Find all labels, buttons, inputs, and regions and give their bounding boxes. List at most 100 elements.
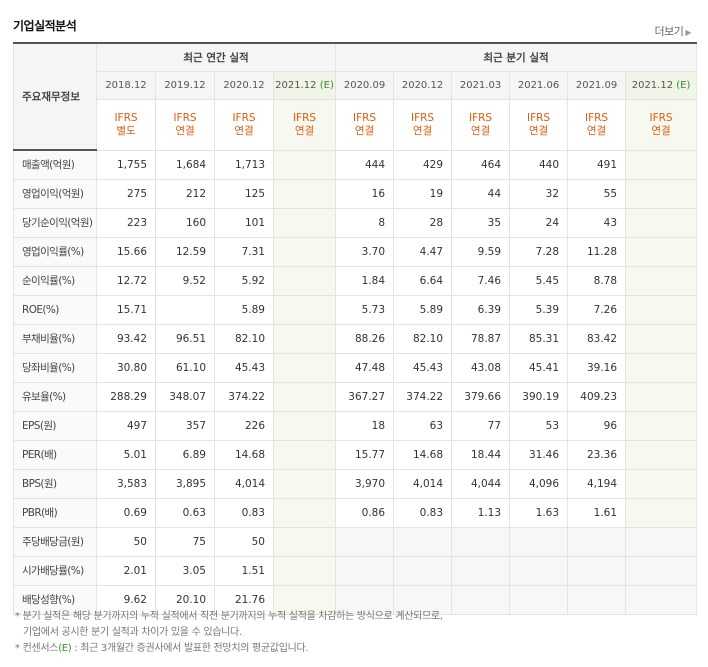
table-cell: 11.28	[567, 236, 627, 267]
row-label: 시가배당률(%)	[13, 555, 97, 586]
table-cell: 0.69	[96, 497, 156, 528]
table-row: BPS(원) 3,583 3,895 4,014 3,970 4,014 4,044 4,09…	[13, 468, 698, 499]
standard-scope: 연결	[586, 124, 607, 137]
period-header: 2021.06	[509, 70, 569, 100]
table-cell	[625, 323, 698, 354]
table-row: EPS(원) 497 357 226 18 63 77 53 96	[13, 410, 698, 441]
row-label: 당좌비율(%)	[13, 352, 97, 383]
table-cell: 96	[567, 410, 627, 441]
table-cell: 101	[214, 207, 274, 238]
chevron-right-icon: ▶	[685, 28, 691, 37]
table-cell: 5.39	[509, 294, 569, 325]
table-cell	[625, 352, 698, 383]
table-row: 주당배당금(원) 50 75 50	[13, 526, 698, 557]
accounting-standard: IFRS 연결	[567, 98, 627, 151]
accounting-standard: IFRS 연결	[625, 98, 698, 151]
table-cell: 464	[451, 149, 511, 180]
table-cell: 19	[393, 178, 453, 209]
table-cell: 3,895	[155, 468, 215, 499]
standard-scope: 연결	[294, 124, 315, 137]
table-cell	[625, 207, 698, 238]
table-cell	[625, 178, 698, 209]
period-header: 2021.12 (E)	[272, 70, 337, 100]
group-annual: 최근 연간 실적	[95, 42, 337, 72]
standard-scope: 연결	[470, 124, 491, 137]
table-cell: 31.46	[509, 439, 569, 470]
standard-type: IFRS	[232, 111, 256, 124]
table-cell: 7.26	[567, 294, 627, 325]
table-row: 매출액(억원) 1,755 1,684 1,713 444 429 464 440 491	[13, 149, 698, 180]
table-row: 영업이익률(%) 15.66 12.59 7.31 3.70 4.47 9.59 7.28 11…	[13, 236, 698, 267]
table-cell	[272, 207, 337, 238]
table-cell: 5.92	[214, 265, 274, 296]
accounting-standard: IFRS 연결	[509, 98, 569, 151]
table-cell: 429	[393, 149, 453, 180]
accounting-standard: IFRS 연결	[451, 98, 511, 151]
table-cell: 14.68	[214, 439, 274, 470]
period-date: 2019.12	[164, 79, 206, 91]
table-cell: 50	[96, 526, 156, 557]
accounting-standard: IFRS 연결	[393, 98, 453, 151]
period-date: 2021.06	[517, 79, 560, 91]
table-cell: 14.68	[393, 439, 453, 470]
table-cell: 409.23	[567, 381, 627, 412]
row-label: BPS(원)	[13, 468, 97, 499]
table-cell: 1,755	[96, 149, 156, 180]
period-date: 2020.09	[343, 79, 386, 91]
table-cell	[393, 584, 453, 615]
table-cell: 15.66	[96, 236, 156, 267]
table-cell	[625, 497, 698, 528]
row-label: PER(배)	[13, 439, 97, 470]
table-cell: 8.78	[567, 265, 627, 296]
more-link[interactable]: 더보기 ▶	[654, 23, 691, 39]
table-cell	[625, 381, 698, 412]
standard-scope: 연결	[234, 124, 254, 137]
period-header: 2021.09	[567, 70, 627, 100]
note-quarterly-cont: 기업에서 공시한 분기 실적과 차이가 있을 수 있습니다.	[23, 627, 242, 638]
standard-type: IFRS	[526, 111, 551, 124]
accounting-standard: IFRS 연결	[155, 98, 215, 151]
table-cell: 5.73	[335, 294, 395, 325]
standard-scope: 연결	[354, 124, 375, 137]
table-cell: 2.01	[96, 555, 156, 586]
table-row: PBR(배) 0.69 0.63 0.83 0.86 0.83 1.13 1.63 1.61	[13, 497, 698, 528]
table-cell: 78.87	[451, 323, 511, 354]
standard-scope: 연결	[412, 124, 433, 137]
accounting-standard: IFRS 별도	[96, 98, 156, 151]
period-date: 2020.12	[401, 79, 444, 91]
table-cell	[451, 555, 511, 586]
table-cell	[625, 584, 698, 615]
table-cell: 5.45	[509, 265, 569, 296]
table-cell: 16	[335, 178, 395, 209]
table-cell	[625, 555, 698, 586]
table-cell: 77	[451, 410, 511, 441]
standard-type: IFRS	[352, 111, 377, 124]
table-cell: 4,096	[509, 468, 569, 499]
table-cell: 125	[214, 178, 274, 209]
table-cell: 82.10	[214, 323, 274, 354]
period-header: 2018.12	[96, 70, 156, 100]
standard-type: IFRS	[649, 111, 673, 124]
row-label: 배당성향(%)	[13, 584, 97, 615]
estimate-mark: (E)	[676, 79, 691, 91]
standard-type: IFRS	[114, 111, 138, 124]
period-date: 2021.12	[275, 79, 317, 91]
table-cell	[272, 410, 337, 441]
table-cell: 82.10	[393, 323, 453, 354]
table-cell	[625, 410, 698, 441]
table-cell: 39.16	[567, 352, 627, 383]
period-date: 2021.09	[575, 79, 618, 91]
estimate-mark: (E)	[319, 79, 334, 91]
table-cell	[451, 526, 511, 557]
table-cell: 63	[393, 410, 453, 441]
table-cell: 491	[567, 149, 627, 180]
period-header: 2020.12	[214, 70, 274, 100]
row-label: 순이익률(%)	[13, 265, 97, 296]
table-row: 유보율(%) 288.29 348.07 374.22 367.27 374.22 379.…	[13, 381, 698, 412]
table-cell: 367.27	[335, 381, 395, 412]
table-cell	[625, 149, 698, 180]
table-cell	[335, 526, 395, 557]
note-consensus-prefix: * 컨센서스	[15, 643, 59, 654]
table-cell	[272, 584, 337, 615]
table-row: ROE(%) 15.71 5.89 5.73 5.89 6.39 5.39 7.26	[13, 294, 698, 325]
